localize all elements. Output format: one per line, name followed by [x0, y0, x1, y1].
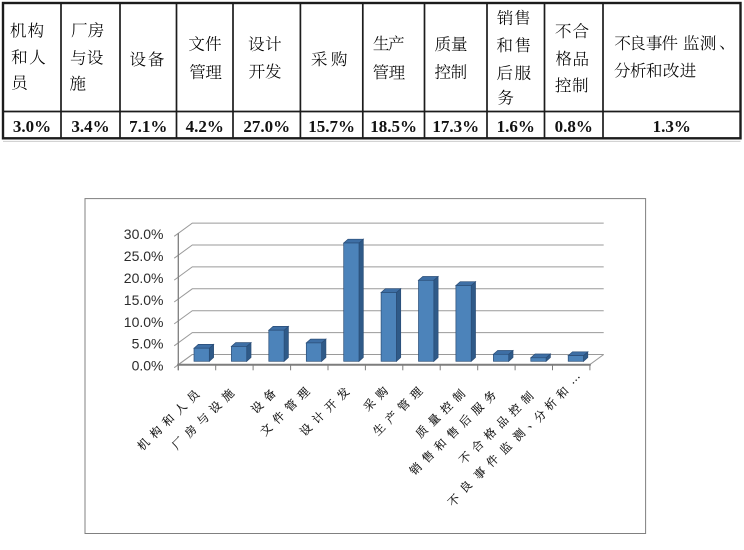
svg-text:1.6%: 1.6%	[497, 117, 535, 136]
svg-text:27.0%: 27.0%	[243, 117, 290, 136]
svg-text:1.3%: 1.3%	[653, 117, 691, 136]
svg-text:3.0%: 3.0%	[13, 117, 51, 136]
svg-text:30.0%: 30.0%	[124, 226, 164, 242]
svg-text:0.8%: 0.8%	[555, 117, 593, 136]
svg-text:18.5%: 18.5%	[370, 117, 417, 136]
svg-text:20.0%: 20.0%	[124, 270, 164, 286]
svg-text:15.7%: 15.7%	[308, 117, 355, 136]
svg-text:5.0%: 5.0%	[132, 336, 164, 352]
svg-text:7.1%: 7.1%	[129, 117, 167, 136]
svg-text:25.0%: 25.0%	[124, 248, 164, 264]
svg-text:10.0%: 10.0%	[124, 314, 164, 330]
svg-text:0.0%: 0.0%	[132, 358, 164, 374]
svg-text:3.4%: 3.4%	[71, 117, 109, 136]
svg-text:15.0%: 15.0%	[124, 292, 164, 308]
svg-text:4.2%: 4.2%	[186, 117, 224, 136]
svg-text:17.3%: 17.3%	[432, 117, 479, 136]
